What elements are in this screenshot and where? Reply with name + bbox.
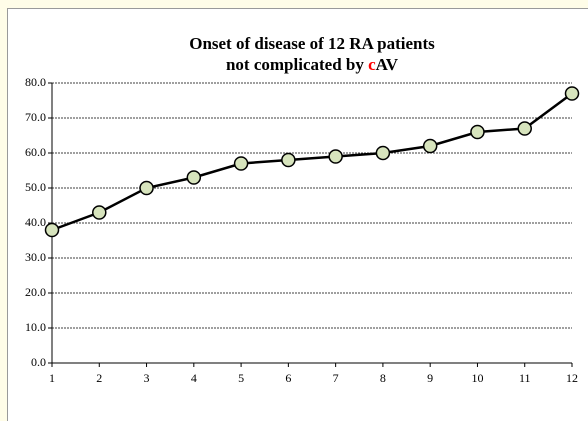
x-tick-label: 1 [49,371,55,385]
x-tick-label: 6 [285,371,291,385]
y-tick-label: 40.0 [25,215,46,229]
data-point [517,121,532,136]
x-tick-label: 3 [144,371,150,385]
x-tick-label: 8 [380,371,386,385]
data-point [422,138,438,154]
x-tick-label: 7 [333,371,339,385]
y-tick-label: 20.0 [25,285,46,299]
x-tick-label: 4 [191,371,197,385]
x-tick-label: 12 [566,371,578,385]
data-point [470,124,485,140]
x-tick-label: 9 [427,371,433,385]
data-point [92,205,107,220]
data-point [564,86,580,101]
y-tick-label: 10.0 [25,320,46,334]
y-tick-label: 50.0 [25,180,46,194]
data-point [186,170,202,185]
x-tick-label: 10 [471,371,483,385]
title-highlight: c [368,55,376,74]
x-tick-label: 11 [519,371,531,385]
data-point [44,222,60,238]
y-tick-label: 80.0 [25,75,46,89]
data-point [328,149,343,164]
data-point [233,156,249,171]
y-tick-label: 30.0 [25,250,46,264]
y-tick-label: 0.0 [31,355,46,369]
y-tick-label: 70.0 [25,110,46,124]
x-tick-label: 5 [238,371,244,385]
data-point [375,145,391,161]
data-line [51,92,573,232]
y-tick-label: 60.0 [25,145,46,159]
x-tick-label: 2 [96,371,102,385]
title-part: AV [376,55,399,74]
title-part: not complicated by [226,55,368,74]
data-point [139,180,154,196]
chart-title: Onset of disease of 12 RA patients [189,34,435,53]
data-point [281,152,296,168]
chart-title: not complicated by cAV [226,55,399,74]
